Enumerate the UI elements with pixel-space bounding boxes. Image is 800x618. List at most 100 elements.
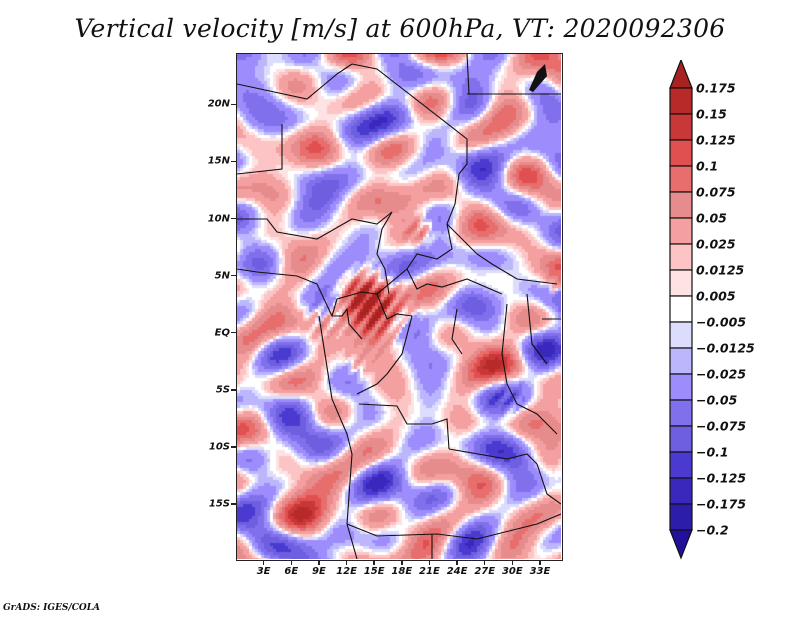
border-line [501, 303, 558, 435]
x-tick-mark [483, 561, 486, 565]
colorbar-label: −0.175 [696, 496, 747, 512]
country-borders [237, 54, 561, 559]
border-line [406, 268, 503, 295]
chart-title: Vertical velocity [m/s] at 600hPa, VT: 2… [74, 14, 726, 43]
colorbar-segment [669, 269, 693, 297]
y-tick-label: 10S [208, 441, 230, 453]
border-line [356, 315, 413, 395]
border-line [466, 54, 470, 95]
y-tick-label: 5N [214, 270, 230, 282]
y-tick-mark [231, 503, 236, 505]
y-tick-label: 20N [207, 98, 230, 110]
y-tick-mark [231, 217, 236, 220]
colorbar-label: −0.125 [696, 470, 747, 486]
colorbar-arrow-bottom [669, 529, 693, 560]
x-tick-mark [262, 561, 265, 565]
colorbar-label: 0.075 [696, 184, 736, 200]
x-tick-label: 27E [474, 566, 496, 577]
colorbar-segment [669, 503, 693, 531]
colorbar-segment [669, 191, 693, 219]
y-tick-label: 15N [207, 155, 230, 167]
y-tick-label: 5S [215, 384, 230, 396]
border-line [358, 403, 450, 450]
colorbar-label: −0.075 [696, 418, 747, 434]
border-line [376, 211, 393, 295]
x-tick-label: 18E [391, 566, 413, 577]
border-line [351, 63, 468, 225]
colorbar-label: 0.05 [696, 210, 727, 226]
colorbar-segment [669, 347, 693, 375]
y-tick-mark [231, 331, 236, 334]
x-tick-mark [290, 561, 293, 565]
border-line [346, 513, 561, 540]
border-line [376, 293, 413, 320]
border-line [237, 63, 353, 100]
colorbar [669, 60, 693, 560]
y-tick-mark [231, 389, 236, 391]
x-tick-label: 21E [419, 566, 440, 577]
colorbar-arrow-top [669, 60, 693, 89]
border-line [237, 268, 333, 317]
border-line [526, 293, 548, 365]
x-tick-label: 6E [284, 566, 299, 577]
colorbar-label: −0.025 [696, 366, 747, 382]
x-tick-mark [318, 561, 320, 565]
y-tick-label: 10N [207, 213, 230, 225]
colorbar-label: 0.15 [696, 106, 727, 122]
colorbar-segment [669, 243, 693, 271]
y-tick-label: EQ [214, 327, 230, 339]
y-tick-mark [231, 160, 236, 163]
y-tick-label: 15S [208, 498, 230, 510]
colorbar-segment [669, 87, 693, 115]
x-tick-mark [456, 561, 458, 565]
colorbar-segment [669, 139, 693, 167]
x-tick-mark [373, 561, 375, 565]
border-line [237, 124, 283, 175]
colorbar-segment [669, 451, 693, 479]
border-line [332, 307, 363, 340]
border-line [448, 448, 561, 505]
x-tick-mark [511, 561, 514, 565]
grads-credit: GrADS: IGES/COLA [3, 603, 101, 613]
y-tick-mark [231, 446, 236, 448]
colorbar-segment [669, 217, 693, 245]
y-tick-mark [231, 274, 236, 277]
colorbar-segment [669, 113, 693, 141]
x-tick-mark [428, 561, 431, 565]
x-tick-label: 30E [501, 566, 523, 577]
y-tick-mark [231, 103, 236, 106]
colorbar-segment [669, 425, 693, 453]
map-panel [236, 53, 563, 561]
border-line [406, 223, 453, 270]
colorbar-label: 0.1 [696, 158, 719, 174]
border-line [331, 268, 408, 317]
border-line [346, 453, 358, 559]
colorbar-label: −0.005 [696, 314, 747, 330]
colorbar-label: 0.025 [696, 236, 736, 252]
x-tick-label: 33E [529, 566, 551, 577]
colorbar-segment [669, 321, 693, 349]
colorbar-segment [669, 399, 693, 427]
colorbar-label: −0.2 [696, 522, 729, 538]
x-tick-mark [401, 561, 403, 565]
border-line [451, 308, 463, 355]
colorbar-segment [669, 295, 693, 323]
border-line [237, 211, 393, 240]
x-tick-mark [345, 561, 348, 565]
colorbar-segment [669, 477, 693, 505]
colorbar-label: 0.005 [696, 288, 736, 304]
x-tick-label: 12E [336, 566, 357, 577]
x-tick-label: 24E [446, 566, 468, 577]
x-tick-label: 9E [311, 566, 326, 577]
colorbar-segment [669, 165, 693, 193]
colorbar-label: 0.125 [696, 132, 736, 148]
lake-shape [529, 64, 547, 92]
x-tick-mark [539, 561, 541, 565]
colorbar-label: −0.1 [696, 444, 729, 460]
colorbar-label: −0.0125 [696, 340, 755, 356]
border-line [318, 315, 353, 455]
border-line [446, 223, 558, 285]
colorbar-label: −0.05 [696, 392, 738, 408]
colorbar-label: 0.175 [696, 80, 736, 96]
colorbar-label: 0.0125 [696, 262, 745, 278]
